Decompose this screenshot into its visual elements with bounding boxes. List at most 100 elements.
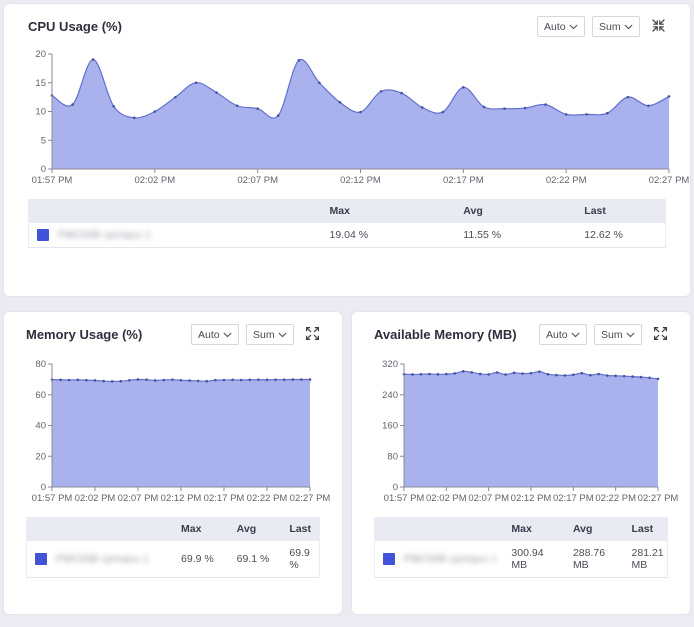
svg-text:80: 80 (387, 451, 398, 462)
col-header-avg: Avg (455, 199, 577, 223)
svg-text:02:27 PM: 02:27 PM (649, 175, 690, 186)
svg-text:02:17 PM: 02:17 PM (443, 175, 484, 186)
svg-text:02:17 PM: 02:17 PM (553, 493, 594, 504)
col-header-max: Max (173, 517, 229, 541)
svg-text:02:07 PM: 02:07 PM (468, 493, 509, 504)
expand-icon (305, 326, 320, 344)
interval-select-value: Auto (198, 328, 220, 341)
table-row: PMC00B cprnqcu 1 300.94 MB 288.76 MB 281… (374, 541, 668, 578)
svg-text:160: 160 (382, 421, 398, 432)
chevron-down-icon (278, 329, 287, 341)
svg-text:80: 80 (35, 359, 46, 370)
series-label-redacted: PMC00B cprnqcu 1 (404, 553, 496, 565)
chevron-down-icon (626, 329, 635, 341)
aggregation-select[interactable]: Sum (246, 324, 294, 345)
available-memory-stats-table: Max Avg Last PMC00B cprnqcu 1 300.94 MB … (374, 517, 668, 578)
panel-title: Memory Usage (%) (26, 327, 143, 342)
panel-controls: Auto Sum (539, 324, 668, 345)
col-header-last: Last (623, 517, 668, 541)
interval-select-value: Auto (546, 328, 568, 341)
svg-text:01:57 PM: 01:57 PM (32, 493, 73, 504)
svg-text:15: 15 (35, 78, 46, 89)
svg-text:02:22 PM: 02:22 PM (595, 493, 636, 504)
panel-memory-usage: Memory Usage (%) Auto Sum (3, 311, 343, 615)
col-header-avg: Avg (564, 517, 624, 541)
svg-text:0: 0 (41, 482, 46, 493)
svg-text:02:07 PM: 02:07 PM (237, 175, 278, 186)
col-header-series (374, 517, 504, 541)
panel-title: Available Memory (MB) (374, 327, 517, 342)
series-color-swatch (383, 553, 395, 565)
panel-controls: Auto Sum (191, 324, 320, 345)
available-memory-chart[interactable]: 0 80 160 240 320 01:57 PM 02:02 PM 02:07 PM 02:1… (374, 355, 678, 507)
svg-text:02:27 PM: 02:27 PM (638, 493, 679, 504)
svg-text:02:02 PM: 02:02 PM (426, 493, 467, 504)
panel-controls: Auto Sum (537, 16, 666, 37)
memory-stats-table: Max Avg Last PMC00B cprnqcu 1 69.9 % 69.… (26, 517, 320, 578)
svg-text:02:02 PM: 02:02 PM (75, 493, 116, 504)
legend-item[interactable]: PMC00B cprnqcu 1 (35, 553, 165, 565)
svg-text:320: 320 (382, 359, 398, 370)
stat-avg: 288.76 MB (564, 541, 624, 578)
page-title: CPU Usage (%) (28, 19, 122, 34)
interval-select[interactable]: Auto (537, 16, 585, 37)
stat-last: 12.62 % (576, 223, 666, 248)
cpu-stats-table: Max Avg Last PMC00B cprnqcu 1 19.04 % 11… (28, 199, 666, 248)
panel-cpu-usage: CPU Usage (%) Auto Sum (3, 3, 691, 297)
svg-text:02:02 PM: 02:02 PM (134, 175, 175, 186)
interval-select[interactable]: Auto (539, 324, 587, 345)
svg-text:02:12 PM: 02:12 PM (161, 493, 202, 504)
stat-last: 281.21 MB (623, 541, 668, 578)
bottom-panels-row: Memory Usage (%) Auto Sum (3, 311, 691, 615)
aggregation-select-value: Sum (601, 328, 623, 341)
svg-text:10: 10 (35, 107, 46, 118)
expand-icon (653, 326, 668, 344)
stat-avg: 11.55 % (455, 223, 577, 248)
stat-max: 300.94 MB (503, 541, 565, 578)
aggregation-select-value: Sum (253, 328, 275, 341)
panel-header: Available Memory (MB) Auto Sum (374, 324, 668, 345)
expand-panel-button[interactable] (653, 326, 668, 344)
stat-last: 69.9 % (281, 541, 320, 578)
col-header-last: Last (576, 199, 666, 223)
legend-item[interactable]: PMC00B cprnqcu 1 (37, 229, 314, 241)
svg-text:02:17 PM: 02:17 PM (204, 493, 245, 504)
svg-text:02:22 PM: 02:22 PM (546, 175, 587, 186)
svg-text:02:07 PM: 02:07 PM (118, 493, 159, 504)
interval-select[interactable]: Auto (191, 324, 239, 345)
table-row: PMC00B cprnqcu 1 69.9 % 69.1 % 69.9 % (26, 541, 320, 578)
expand-panel-button[interactable] (305, 326, 320, 344)
series-label-redacted: PMC00B cprnqcu 1 (58, 229, 152, 241)
collapse-icon (651, 18, 666, 36)
svg-text:40: 40 (35, 421, 46, 432)
aggregation-select-value: Sum (599, 20, 621, 33)
stat-max: 19.04 % (321, 223, 456, 248)
svg-text:01:57 PM: 01:57 PM (384, 493, 425, 504)
svg-text:02:12 PM: 02:12 PM (511, 493, 552, 504)
svg-text:240: 240 (382, 390, 398, 401)
svg-text:01:57 PM: 01:57 PM (32, 175, 73, 186)
chevron-down-icon (223, 329, 232, 341)
panel-available-memory: Available Memory (MB) Auto Sum (351, 311, 691, 615)
panel-header: Memory Usage (%) Auto Sum (26, 324, 320, 345)
series-label-redacted: PMC00B cprnqcu 1 (56, 553, 150, 565)
aggregation-select[interactable]: Sum (592, 16, 640, 37)
col-header-series (28, 199, 322, 223)
col-header-last: Last (281, 517, 320, 541)
stat-max: 69.9 % (173, 541, 229, 578)
svg-text:02:27 PM: 02:27 PM (290, 493, 331, 504)
memory-usage-chart[interactable]: 0 20 40 60 80 01:57 PM 02:02 PM 02:07 PM 02:12 P… (26, 355, 331, 507)
svg-text:0: 0 (41, 164, 46, 175)
chevron-down-icon (571, 329, 580, 341)
svg-text:02:22 PM: 02:22 PM (247, 493, 288, 504)
interval-select-value: Auto (544, 20, 566, 33)
collapse-panel-button[interactable] (651, 18, 666, 36)
svg-text:02:12 PM: 02:12 PM (340, 175, 381, 186)
cpu-usage-chart[interactable]: 0 5 10 15 20 01:57 PM 02:02 PM 02:07 PM 02:12 PM… (28, 47, 690, 189)
col-header-avg: Avg (228, 517, 282, 541)
panel-header: CPU Usage (%) Auto Sum (28, 16, 666, 37)
aggregation-select[interactable]: Sum (594, 324, 642, 345)
legend-item[interactable]: PMC00B cprnqcu 1 (383, 553, 495, 565)
svg-text:0: 0 (393, 482, 398, 493)
